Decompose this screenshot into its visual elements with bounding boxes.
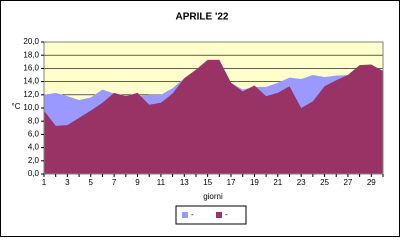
x-tick-label: 29	[367, 178, 376, 187]
x-tick-label: 5	[89, 178, 94, 187]
y-tick-label: 14,0	[23, 77, 39, 86]
y-tick-label: 12,0	[23, 90, 39, 99]
legend-swatch	[182, 212, 188, 218]
y-tick-label: 2,0	[28, 156, 40, 165]
x-tick-label: 25	[320, 178, 329, 187]
x-tick-label: 21	[273, 178, 282, 187]
x-tick-label: 17	[227, 178, 236, 187]
y-axis-label: °C	[12, 102, 21, 111]
y-tick-label: 18,0	[23, 50, 39, 59]
x-tick-label: 3	[65, 178, 70, 187]
x-tick-label: 15	[203, 178, 212, 187]
y-tick-label: 0,0	[28, 169, 40, 178]
y-tick-label: 8,0	[28, 116, 40, 125]
x-tick-label: 23	[297, 178, 306, 187]
y-tick-label: 20,0	[23, 37, 39, 46]
y-tick-label: 16,0	[23, 64, 39, 73]
x-tick-label: 27	[343, 178, 352, 187]
x-axis-label: giorni	[203, 192, 223, 201]
x-tick-label: 9	[135, 178, 140, 187]
chart-title: APRILE '22	[176, 12, 229, 23]
y-tick-label: 4,0	[28, 143, 40, 152]
legend-swatch	[216, 212, 222, 218]
area	[44, 59, 383, 174]
x-tick-label: 7	[112, 178, 117, 187]
y-tick-label: 10,0	[23, 103, 39, 112]
x-tick-label: 11	[157, 178, 166, 187]
x-tick-label: 19	[250, 178, 259, 187]
x-tick-label: 1	[42, 178, 47, 187]
legend-label: -	[191, 210, 194, 219]
legend	[175, 205, 247, 225]
legend-label: -	[225, 210, 228, 219]
y-tick-label: 6,0	[28, 130, 40, 139]
x-tick-label: 13	[180, 178, 189, 187]
